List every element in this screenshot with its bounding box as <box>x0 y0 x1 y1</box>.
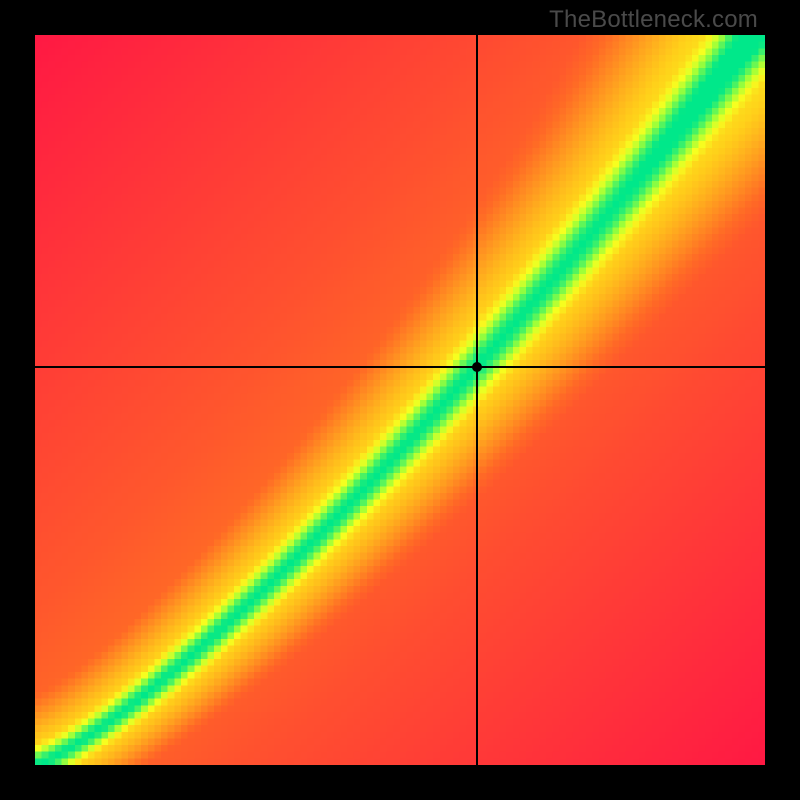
crosshair-horizontal <box>35 366 765 368</box>
heatmap-plot <box>35 35 765 765</box>
watermark-text: TheBottleneck.com <box>549 6 758 34</box>
heatmap-canvas <box>35 35 765 765</box>
crosshair-marker <box>472 362 482 372</box>
crosshair-vertical <box>476 35 478 765</box>
chart-frame: TheBottleneck.com <box>0 0 800 800</box>
